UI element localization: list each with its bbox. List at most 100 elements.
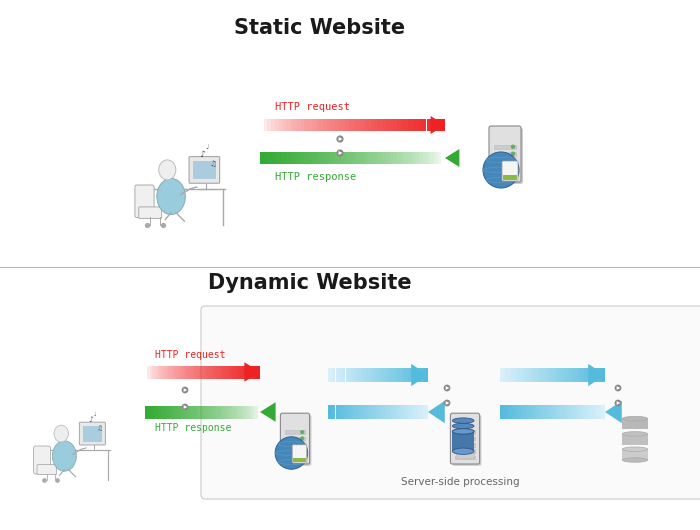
Polygon shape [170, 366, 173, 378]
Polygon shape [356, 368, 358, 382]
Polygon shape [552, 405, 555, 419]
Polygon shape [505, 405, 508, 419]
Polygon shape [446, 401, 449, 405]
FancyBboxPatch shape [293, 457, 306, 462]
Polygon shape [301, 119, 304, 131]
Polygon shape [253, 366, 256, 378]
Polygon shape [218, 366, 221, 378]
Polygon shape [579, 405, 582, 419]
Polygon shape [258, 366, 260, 378]
Circle shape [337, 149, 344, 156]
Polygon shape [166, 405, 168, 419]
Polygon shape [202, 405, 205, 419]
Polygon shape [521, 405, 524, 419]
FancyBboxPatch shape [489, 126, 521, 182]
Polygon shape [398, 368, 400, 382]
FancyBboxPatch shape [201, 306, 700, 499]
Polygon shape [378, 405, 381, 419]
Polygon shape [386, 368, 388, 382]
Polygon shape [370, 368, 373, 382]
Polygon shape [301, 152, 304, 164]
Polygon shape [218, 405, 221, 419]
Polygon shape [379, 119, 382, 131]
Polygon shape [571, 405, 573, 419]
Polygon shape [600, 405, 603, 419]
Polygon shape [145, 405, 147, 419]
Polygon shape [419, 119, 423, 131]
Polygon shape [526, 405, 529, 419]
Polygon shape [152, 366, 154, 378]
Polygon shape [182, 366, 184, 378]
Polygon shape [173, 366, 175, 378]
Polygon shape [346, 368, 348, 382]
Polygon shape [408, 152, 412, 164]
Polygon shape [391, 368, 393, 382]
Circle shape [444, 400, 450, 407]
Ellipse shape [452, 429, 474, 434]
FancyBboxPatch shape [491, 128, 523, 184]
Polygon shape [279, 152, 282, 164]
FancyBboxPatch shape [452, 431, 474, 451]
Polygon shape [157, 405, 159, 419]
Polygon shape [519, 368, 521, 382]
Polygon shape [547, 368, 550, 382]
Polygon shape [592, 368, 594, 382]
Polygon shape [239, 405, 241, 419]
Polygon shape [418, 405, 421, 419]
Polygon shape [405, 405, 408, 419]
FancyBboxPatch shape [37, 465, 57, 474]
Polygon shape [388, 405, 391, 419]
Polygon shape [312, 152, 316, 164]
FancyBboxPatch shape [494, 173, 516, 177]
Polygon shape [316, 119, 319, 131]
Polygon shape [198, 366, 200, 378]
Polygon shape [363, 152, 368, 164]
Polygon shape [195, 405, 198, 419]
Polygon shape [423, 368, 426, 382]
Polygon shape [397, 152, 400, 164]
Polygon shape [430, 116, 445, 134]
Polygon shape [500, 405, 503, 419]
Polygon shape [529, 405, 531, 419]
Polygon shape [175, 366, 177, 378]
Polygon shape [503, 405, 505, 419]
Polygon shape [343, 405, 346, 419]
Polygon shape [290, 152, 293, 164]
Polygon shape [216, 405, 218, 419]
Polygon shape [446, 386, 449, 390]
Polygon shape [413, 405, 416, 419]
Polygon shape [379, 152, 382, 164]
Polygon shape [244, 366, 246, 378]
Polygon shape [521, 368, 524, 382]
Polygon shape [408, 368, 410, 382]
Polygon shape [179, 366, 182, 378]
Polygon shape [516, 368, 519, 382]
Polygon shape [168, 366, 170, 378]
Polygon shape [434, 119, 438, 131]
Polygon shape [152, 405, 154, 419]
Polygon shape [617, 401, 620, 405]
Polygon shape [555, 368, 558, 382]
Polygon shape [524, 405, 526, 419]
Text: HTTP response: HTTP response [155, 423, 232, 433]
Circle shape [615, 385, 622, 391]
Polygon shape [286, 119, 290, 131]
Polygon shape [333, 405, 335, 419]
Polygon shape [398, 405, 400, 419]
Polygon shape [363, 119, 368, 131]
Text: HTTP request: HTTP request [275, 102, 350, 112]
Polygon shape [195, 366, 198, 378]
Polygon shape [375, 405, 378, 419]
Polygon shape [253, 405, 256, 419]
Polygon shape [371, 119, 374, 131]
Polygon shape [207, 405, 209, 419]
Polygon shape [386, 119, 389, 131]
Polygon shape [597, 405, 600, 419]
Polygon shape [264, 119, 267, 131]
Polygon shape [388, 368, 391, 382]
Polygon shape [594, 368, 597, 382]
Polygon shape [594, 405, 597, 419]
Polygon shape [573, 368, 576, 382]
Polygon shape [189, 405, 191, 419]
Polygon shape [540, 405, 542, 419]
